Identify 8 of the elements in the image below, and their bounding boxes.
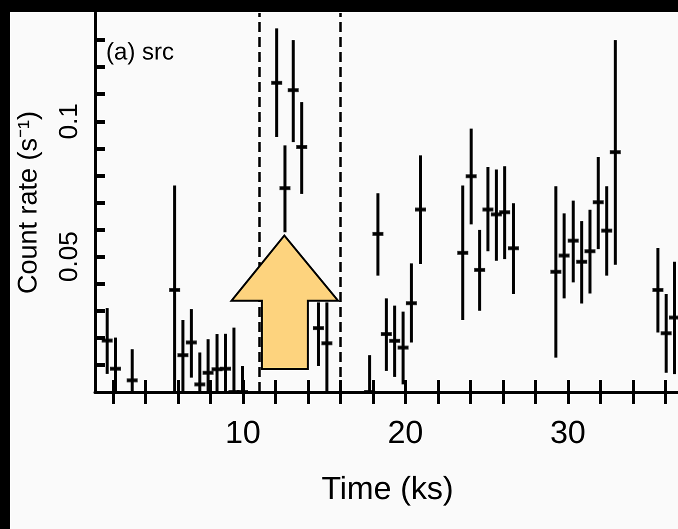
x-axis-title: Time (ks) — [321, 470, 454, 506]
x-tick-label: 10 — [225, 414, 261, 450]
annotation: (a) src — [106, 38, 174, 66]
y-tick-label: 0.05 — [53, 231, 83, 282]
x-tick-label: 20 — [388, 414, 424, 450]
y-axis-title: Count rate (s⁻¹) — [12, 110, 42, 294]
x-tick-label: 30 — [550, 414, 586, 450]
y-tick-label: 0.1 — [53, 103, 83, 140]
